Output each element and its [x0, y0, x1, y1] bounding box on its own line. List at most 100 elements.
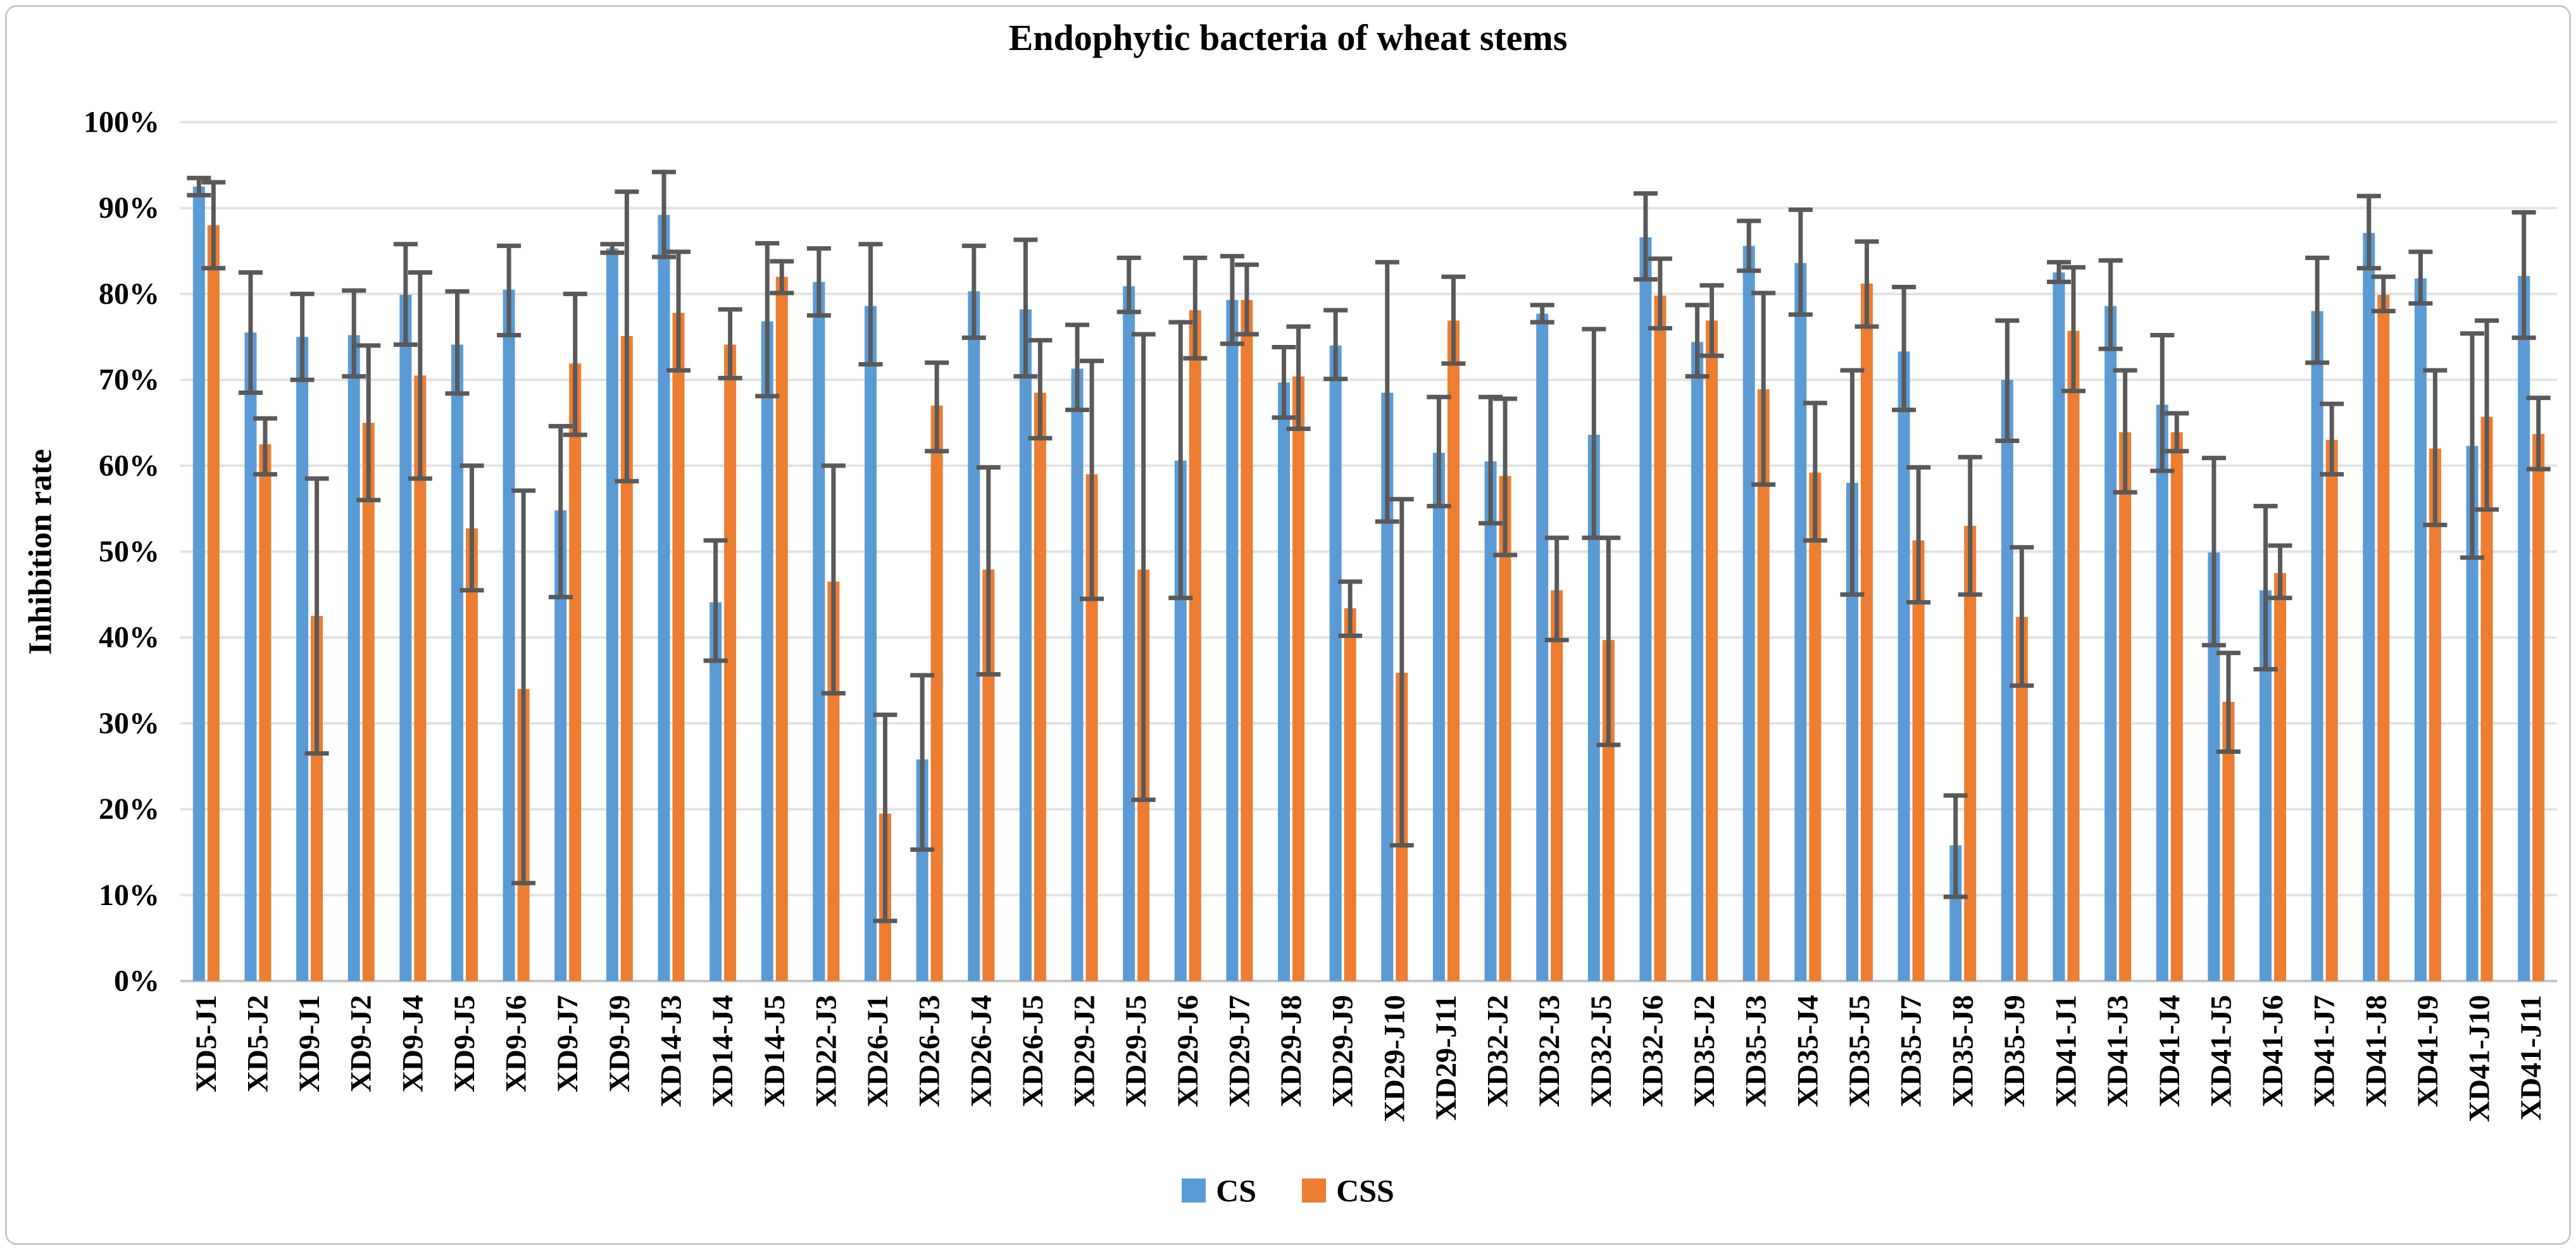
- bar-cs-XD9-J6: [503, 289, 515, 981]
- x-tick-label: XD26-J5: [1016, 995, 1049, 1108]
- x-tick-label: XD26-J1: [861, 995, 894, 1108]
- bar-cs-XD41-J5: [2208, 552, 2220, 981]
- bar-cs-XD41-J1: [2053, 272, 2065, 982]
- x-tick-label: XD29-J5: [1120, 995, 1153, 1108]
- bar-cs-XD29-J7: [1226, 299, 1239, 982]
- bar-css-XD14-J3: [672, 313, 685, 981]
- x-tick-label: XD32-J5: [1585, 995, 1618, 1108]
- bar-css-XD26-J3: [930, 405, 943, 981]
- x-tick-label: XD14-J4: [706, 995, 739, 1108]
- legend-label-cs: CS: [1216, 1173, 1257, 1208]
- bar-cs-XD41-J7: [2311, 311, 2323, 981]
- x-tick-label: XD32-J3: [1533, 995, 1566, 1108]
- legend-item-css: CSS: [1302, 1172, 1394, 1209]
- bar-css-XD26-J5: [1034, 392, 1046, 981]
- bar-css-XD32-J5: [1602, 640, 1615, 981]
- bar-cs-XD26-J4: [968, 291, 980, 982]
- x-tick-label: XD5-J2: [241, 995, 274, 1092]
- bar-cs-XD41-J8: [2363, 233, 2375, 982]
- bar-css-XD22-J3: [827, 581, 840, 981]
- bar-cs-XD35-J2: [1691, 342, 1704, 981]
- y-tick-label: 60%: [99, 449, 159, 482]
- bar-css-XD41-J3: [2119, 432, 2132, 981]
- bar-cs-XD26-J5: [1019, 309, 1032, 982]
- y-tick-label: 80%: [99, 277, 159, 311]
- bar-css-XD29-J6: [1189, 310, 1201, 982]
- bar-cs-XD41-J6: [2260, 590, 2272, 981]
- y-tick-label: 10%: [99, 878, 159, 912]
- x-tick-label: XD9-J2: [345, 995, 378, 1092]
- x-tick-label: XD14-J5: [758, 995, 791, 1108]
- bar-cs-XD41-J10: [2466, 446, 2479, 981]
- bar-css-XD41-J9: [2429, 448, 2441, 981]
- bar-cs-XD35-J7: [1898, 351, 1910, 981]
- x-tick-label: XD41-J10: [2463, 995, 2496, 1122]
- x-tick-label: XD41-J11: [2515, 995, 2548, 1120]
- bar-cs-XD29-J8: [1278, 382, 1291, 981]
- bar-cs-XD41-J11: [2518, 275, 2530, 981]
- x-tick-label: XD22-J3: [810, 995, 842, 1108]
- y-tick-label: 20%: [99, 792, 159, 826]
- bar-cs-XD9-J7: [554, 510, 567, 981]
- y-tick-label: 50%: [99, 535, 159, 568]
- bar-cs-XD9-J5: [451, 344, 463, 981]
- bar-css-XD41-J11: [2532, 434, 2545, 981]
- bar-css-XD14-J4: [724, 344, 737, 981]
- x-tick-label: XD32-J2: [1482, 995, 1515, 1108]
- x-tick-label: XD35-J3: [1740, 995, 1773, 1108]
- legend-swatch-cs: [1182, 1178, 1206, 1203]
- bar-cs-XD14-J4: [710, 602, 722, 981]
- y-tick-label: 30%: [99, 706, 159, 740]
- bar-cs-XD41-J4: [2156, 404, 2168, 981]
- x-tick-label: XD29-J6: [1172, 995, 1204, 1108]
- x-tick-label: XD35-J9: [1998, 995, 2031, 1108]
- x-tick-label: XD41-J9: [2411, 995, 2444, 1108]
- x-tick-label: XD35-J4: [1791, 995, 1824, 1108]
- bar-cs-XD14-J5: [761, 321, 773, 982]
- x-tick-label: XD9-J6: [500, 995, 533, 1092]
- y-tick-label: 70%: [99, 363, 159, 397]
- y-tick-label: 100%: [84, 106, 159, 139]
- bar-cs-XD35-J9: [2001, 380, 2013, 981]
- bar-css-XD29-J7: [1241, 299, 1253, 982]
- x-tick-label: XD35-J7: [1895, 995, 1928, 1108]
- bar-cs-XD29-J2: [1071, 368, 1084, 981]
- bar-cs-XD41-J9: [2414, 278, 2427, 981]
- x-tick-label: XD29-J2: [1068, 995, 1101, 1108]
- error-bars-cs: [187, 170, 2536, 899]
- x-axis-labels: XD5-J1 XD5-J2 XD9-J1 XD9-J2 XD9-J4 XD9-J5 XD9-…: [190, 995, 2548, 1122]
- bar-cs-XD9-J1: [296, 337, 309, 981]
- bar-css-XD14-J5: [775, 277, 788, 981]
- x-tick-label: XD29-J9: [1327, 995, 1360, 1108]
- bar-css-XD5-J1: [207, 225, 220, 982]
- x-tick-label: XD9-J7: [551, 995, 584, 1092]
- bar-cs-XD32-J6: [1639, 237, 1652, 981]
- x-tick-label: XD29-J8: [1275, 995, 1308, 1108]
- bar-cs-XD26-J3: [916, 759, 928, 981]
- x-tick-label: XD14-J3: [654, 995, 687, 1108]
- x-tick-label: XD9-J5: [448, 995, 481, 1092]
- bar-css-XD41-J5: [2222, 701, 2235, 981]
- x-tick-label: XD41-J6: [2256, 995, 2289, 1108]
- x-tick-label: XD41-J4: [2153, 995, 2186, 1108]
- bar-css-XD35-J5: [1860, 284, 1873, 982]
- bar-css-XD35-J4: [1809, 472, 1822, 981]
- x-tick-label: XD9-J1: [293, 995, 326, 1092]
- bar-cs-XD29-J6: [1174, 460, 1187, 981]
- bar-cs-XD35-J3: [1742, 246, 1755, 982]
- bar-cs-XD35-J8: [1949, 845, 1962, 981]
- legend-item-cs: CS: [1182, 1172, 1256, 1209]
- x-tick-label: XD5-J1: [190, 995, 223, 1092]
- y-tick-label: 40%: [99, 621, 159, 654]
- bar-css-XD29-J8: [1292, 376, 1305, 981]
- bar-cs-XD26-J1: [865, 306, 877, 982]
- x-tick-label: XD26-J3: [913, 995, 946, 1108]
- bar-cs-XD32-J5: [1587, 434, 1600, 981]
- bar-cs-XD41-J3: [2104, 306, 2117, 982]
- bar-cs-XD35-J4: [1794, 263, 1807, 982]
- bar-cs-XD29-J9: [1329, 345, 1342, 981]
- bar-cs-XD32-J3: [1536, 313, 1549, 982]
- bar-css-XD32-J6: [1654, 296, 1666, 981]
- x-tick-label: XD35-J8: [1946, 995, 1979, 1108]
